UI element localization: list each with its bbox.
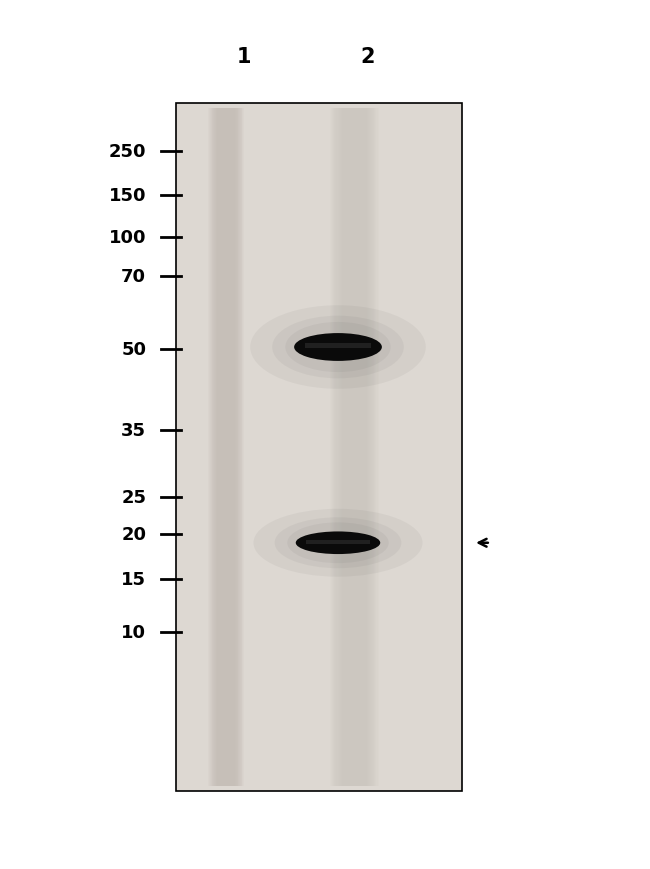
Bar (333, 109, 375, 786)
Bar (334, 109, 374, 786)
Text: 2: 2 (360, 47, 374, 66)
Bar (209, 109, 243, 786)
Ellipse shape (285, 322, 391, 373)
Text: 70: 70 (122, 268, 146, 285)
Bar (211, 109, 242, 786)
Text: 20: 20 (122, 526, 146, 543)
Bar (176, 104, 461, 791)
Text: 25: 25 (122, 488, 146, 506)
Bar (210, 109, 242, 786)
Text: 1: 1 (237, 47, 251, 66)
Bar (335, 109, 373, 786)
Ellipse shape (254, 509, 422, 577)
Ellipse shape (294, 334, 382, 362)
Bar (337, 109, 372, 786)
Text: 150: 150 (109, 187, 146, 204)
Bar (216, 109, 236, 786)
Bar (214, 109, 239, 786)
Bar (342, 109, 367, 786)
Text: 50: 50 (122, 341, 146, 358)
Bar (337, 109, 371, 786)
Bar (340, 109, 369, 786)
Text: 15: 15 (122, 571, 146, 588)
Bar (213, 109, 240, 786)
Bar (339, 109, 370, 786)
Ellipse shape (272, 316, 404, 379)
Ellipse shape (287, 523, 389, 563)
Bar (341, 109, 368, 786)
Text: 35: 35 (122, 421, 146, 439)
Bar (213, 109, 239, 786)
Text: 100: 100 (109, 229, 146, 247)
Text: 250: 250 (109, 143, 146, 161)
Bar (305, 344, 371, 349)
Bar (216, 109, 237, 786)
Bar (214, 109, 238, 786)
Bar (211, 109, 241, 786)
Ellipse shape (250, 306, 426, 389)
Bar (332, 109, 376, 786)
Ellipse shape (296, 532, 380, 554)
Bar (208, 109, 244, 786)
Text: 10: 10 (122, 624, 146, 641)
Bar (330, 109, 378, 786)
Ellipse shape (274, 518, 402, 568)
Bar (331, 109, 378, 786)
Bar (306, 541, 370, 544)
Bar (217, 109, 235, 786)
